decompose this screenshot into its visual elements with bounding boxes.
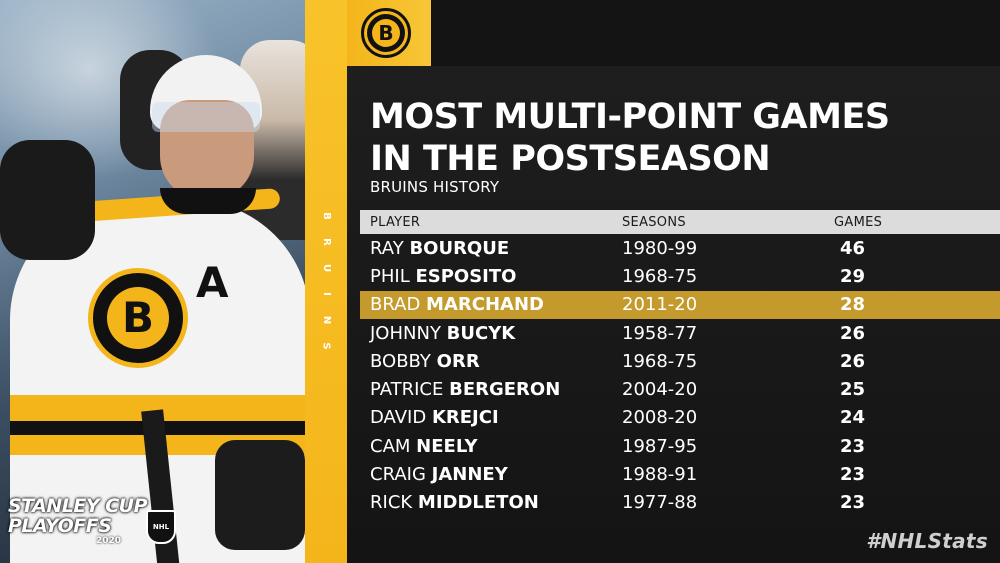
player-seasons: 1958-77 <box>622 322 698 344</box>
player-seasons: 1968-75 <box>622 350 698 372</box>
bruins-logo-letter: B <box>378 21 394 45</box>
player-first-name: BRAD <box>370 294 421 316</box>
title-line-1: MOST MULTI-POINT GAMES <box>370 97 890 137</box>
player-seasons: 1977-88 <box>622 492 698 514</box>
player-games: 29 <box>840 265 866 287</box>
column-header-seasons: SEASONS <box>622 214 686 230</box>
player-seasons: 1980-99 <box>622 237 698 259</box>
playoffs-logo-line2: PLAYOFFS <box>8 515 112 537</box>
player-name: JOHNNY BUCYK <box>370 323 515 344</box>
player-games: 23 <box>840 492 866 514</box>
table-row: RAY BOURQUE 1980-99 46 <box>360 234 1000 262</box>
jersey-collar <box>160 188 256 214</box>
player-last-name: ESPOSITO <box>415 265 517 287</box>
player-games: 23 <box>840 435 866 457</box>
alternate-captain-letter: A <box>196 258 229 307</box>
player-face <box>160 100 254 200</box>
player-last-name: MARCHAND <box>426 294 544 316</box>
player-name: RAY BOURQUE <box>370 238 509 259</box>
subtitle: BRUINS HISTORY <box>370 178 500 196</box>
table-row: PHIL ESPOSITO 1968-75 29 <box>360 262 1000 290</box>
playoffs-logo-line1: STANLEY CUP <box>8 495 148 517</box>
nhl-shield-icon: NHL <box>146 510 176 544</box>
side-bruins-label: B R U I N S <box>305 205 347 357</box>
visor <box>152 102 260 132</box>
side-letter: S <box>320 342 332 350</box>
table-row: CRAIG JANNEY 1988-91 23 <box>360 460 1000 488</box>
side-letter: I <box>320 292 332 296</box>
crest-letter: B <box>121 293 154 342</box>
warrior-glove <box>215 440 305 550</box>
table-row: PATRICE BERGERON 2004-20 25 <box>360 375 1000 403</box>
player-last-name: BERGERON <box>449 379 561 401</box>
player-last-name: MIDDLETON <box>417 492 539 514</box>
glove <box>0 140 95 260</box>
side-letter: B <box>321 212 332 220</box>
player-last-name: JANNEY <box>431 464 508 486</box>
title-line-2: IN THE POSTSEASON <box>370 139 771 179</box>
player-name: PATRICE BERGERON <box>370 379 560 400</box>
stats-table: PLAYER SEASONS GAMES RAY BOURQUE 1980-99 4… <box>360 210 1000 517</box>
bruins-logo-icon: B <box>361 8 411 58</box>
player-first-name: DAVID <box>370 407 427 429</box>
jersey-crest: B <box>88 268 188 368</box>
table-header: PLAYER SEASONS GAMES <box>360 210 1000 234</box>
table-row: JOHNNY BUCYK 1958-77 26 <box>360 319 1000 347</box>
player-last-name: ORR <box>436 350 480 372</box>
player-games: 46 <box>840 237 866 259</box>
player-name: DAVID KREJCI <box>370 407 499 428</box>
column-header-player: PLAYER <box>370 214 421 230</box>
player-last-name: BUCYK <box>446 322 516 344</box>
player-games: 24 <box>840 407 866 429</box>
player-name: PHIL ESPOSITO <box>370 266 516 287</box>
stanley-cup-playoffs-logo: STANLEY CUP PLAYOFFS 2020 NHL <box>8 495 178 546</box>
table-row: BRAD MARCHAND 2011-20 28 <box>360 290 1000 319</box>
player-photo: B A STANLEY CUP PLAYOFFS 2020 NHL <box>0 0 305 563</box>
player-seasons: 1988-91 <box>622 464 698 486</box>
player-first-name: PHIL <box>370 265 410 287</box>
table-row: DAVID KREJCI 2008-20 24 <box>360 404 1000 432</box>
playoffs-logo-year: 2020 <box>96 536 122 546</box>
nhl-stats-hashtag: #NHLStats <box>866 529 988 553</box>
player-first-name: BOBBY <box>370 350 431 372</box>
column-header-games: GAMES <box>834 214 883 230</box>
player-first-name: PATRICE <box>370 379 444 401</box>
side-letter: R <box>320 238 332 246</box>
player-first-name: RAY <box>370 237 404 259</box>
table-body: RAY BOURQUE 1980-99 46 PHIL ESPOSITO 1968-75… <box>360 234 1000 517</box>
table-row: BOBBY ORR 1968-75 26 <box>360 347 1000 375</box>
player-name: BRAD MARCHAND <box>370 294 544 315</box>
table-row: RICK MIDDLETON 1977-88 23 <box>360 489 1000 517</box>
player-games: 25 <box>840 379 866 401</box>
player-seasons: 2008-20 <box>622 407 698 429</box>
player-seasons: 1987-95 <box>622 435 698 457</box>
player-games: 28 <box>840 294 866 316</box>
player-seasons: 2004-20 <box>622 379 698 401</box>
player-first-name: CAM <box>370 435 411 457</box>
player-games: 23 <box>840 464 866 486</box>
page-title: MOST MULTI-POINT GAMES IN THE POSTSEASON <box>370 96 890 180</box>
player-name: BOBBY ORR <box>370 351 480 372</box>
player-first-name: RICK <box>370 492 413 514</box>
player-games: 26 <box>840 322 866 344</box>
player-name: CRAIG JANNEY <box>370 464 508 485</box>
side-letter: U <box>321 263 332 273</box>
player-first-name: JOHNNY <box>370 322 441 344</box>
side-letter: N <box>321 315 332 325</box>
player-last-name: BOURQUE <box>409 237 510 259</box>
player-first-name: CRAIG <box>370 464 426 486</box>
side-gold-bar: B R U I N S <box>305 0 347 563</box>
player-seasons: 1968-75 <box>622 265 698 287</box>
player-name: RICK MIDDLETON <box>370 492 539 513</box>
player-last-name: NEELY <box>416 435 478 457</box>
table-row: CAM NEELY 1987-95 23 <box>360 432 1000 460</box>
player-games: 26 <box>840 350 866 372</box>
player-name: CAM NEELY <box>370 436 478 457</box>
player-seasons: 2011-20 <box>622 294 698 316</box>
player-last-name: KREJCI <box>431 407 499 429</box>
